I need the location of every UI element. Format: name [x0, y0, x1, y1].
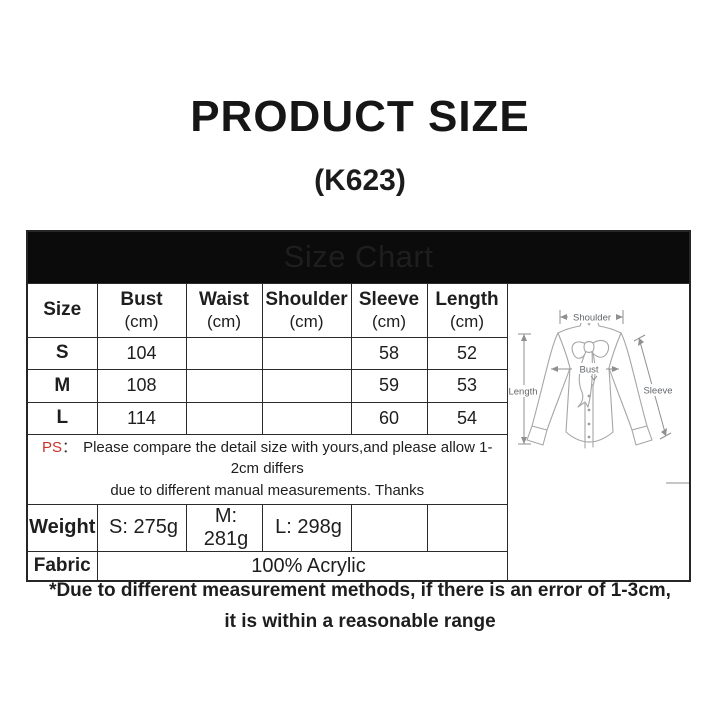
measurement-lines: [517, 309, 690, 483]
shoulder-label-bg: [567, 310, 616, 323]
col-header-shoulder-unit: (cm): [289, 312, 324, 332]
size-cell: S: [26, 336, 98, 370]
weight-empty-1: [350, 503, 428, 552]
page-title: PRODUCT SIZE: [190, 92, 530, 141]
ps-text-line1: Please compare the detail size with your…: [83, 438, 493, 478]
weight-m: M: 281g: [185, 503, 263, 552]
shoulder-cell: [261, 401, 352, 435]
shirt-measurement-diagram: Shoulder Length Sleeve Bust: [508, 309, 690, 483]
sleeve-cell: 58: [350, 336, 428, 370]
waist-cell: [185, 368, 263, 403]
table-row-m: M 108 59 53: [26, 368, 690, 403]
footnote-line2: it is within a reasonable range: [224, 611, 496, 632]
banner-row: Size Chart: [26, 230, 691, 284]
fabric-row: Fabric 100% Acrylic: [26, 550, 690, 582]
size-cell: M: [26, 368, 98, 403]
diagram-sleeve-label: Sleeve: [643, 385, 672, 396]
measurement-footnote: *Due to different measurement methods, i…: [0, 575, 720, 637]
length-cell: 52: [426, 336, 508, 370]
model-code: (K623): [314, 164, 406, 197]
col-header-waist-unit: (cm): [207, 312, 241, 332]
fabric-value: 100% Acrylic: [96, 550, 508, 582]
bust-cell: 108: [96, 368, 187, 403]
diagram-bust-label: Bust: [579, 364, 598, 375]
sleeve-cell: 60: [350, 401, 428, 435]
length-label-bg: [508, 384, 539, 397]
col-header-shoulder: Shoulder (cm): [261, 282, 352, 338]
col-header-sleeve: Sleeve (cm): [350, 282, 428, 338]
bust-cell: 114: [96, 401, 187, 435]
col-header-bust-unit: (cm): [124, 312, 159, 332]
bust-cell: 104: [96, 336, 187, 370]
col-header-sleeve-unit: (cm): [372, 312, 406, 332]
waist-cell: [185, 336, 263, 370]
shoulder-cell: [261, 336, 352, 370]
shoulder-cell: [261, 368, 352, 403]
weight-s: S: 275g: [96, 503, 187, 552]
bust-arrow-tick: [590, 375, 597, 381]
col-header-size: Size: [26, 282, 98, 338]
ps-note-row: PS： Please compare the detail size with y…: [26, 433, 690, 505]
col-header-bust: Bust (cm): [96, 282, 187, 338]
col-header-size-label: Size: [43, 299, 82, 321]
diagram-shoulder-label: Shoulder: [572, 312, 610, 323]
fabric-label: Fabric: [26, 550, 98, 582]
weight-l: L: 298g: [261, 503, 352, 552]
col-header-length-unit: (cm): [450, 312, 484, 332]
footnote-line1: *Due to different measurement methods, i…: [49, 580, 671, 601]
ps-note: PS： Please compare the detail size with y…: [26, 433, 508, 505]
size-chart-banner: Size Chart: [26, 230, 691, 284]
ps-text-line2: due to different manual measurements. Th…: [110, 482, 425, 499]
col-header-length: Length (cm): [426, 282, 508, 338]
col-header-bust-label: Bust: [120, 288, 163, 310]
diagram-length-label: Length: [508, 386, 537, 397]
header-row: Size Bust (cm) Waist (cm) Shoulder (cm) Sle…: [26, 282, 691, 582]
ps-label: PS: [42, 438, 63, 456]
bust-label-bg: [571, 362, 606, 374]
col-header-waist-label: Waist: [199, 288, 249, 310]
size-chart-table: Size Chart Size Bust (cm) Waist (cm) Shoul…: [26, 230, 692, 583]
col-header-shoulder-label: Shoulder: [265, 288, 348, 310]
waist-cell: [185, 401, 263, 435]
sleeve-cell: 59: [350, 368, 428, 403]
col-header-length-label: Length: [435, 288, 499, 310]
garment-diagram-cell: Shoulder Length Sleeve Bust: [506, 282, 691, 582]
col-header-sleeve-label: Sleeve: [358, 288, 420, 310]
col-header-waist: Waist (cm): [185, 282, 263, 338]
length-cell: 54: [426, 401, 508, 435]
weight-label: Weight: [26, 503, 98, 552]
sleeve-label-bg: [641, 383, 674, 396]
length-cell: 53: [426, 368, 508, 403]
size-cell: L: [26, 401, 98, 435]
buttons: [587, 394, 590, 438]
weight-empty-2: [426, 503, 508, 552]
measurement-arrowheads: [520, 313, 667, 444]
ps-colon: ：: [62, 438, 78, 456]
